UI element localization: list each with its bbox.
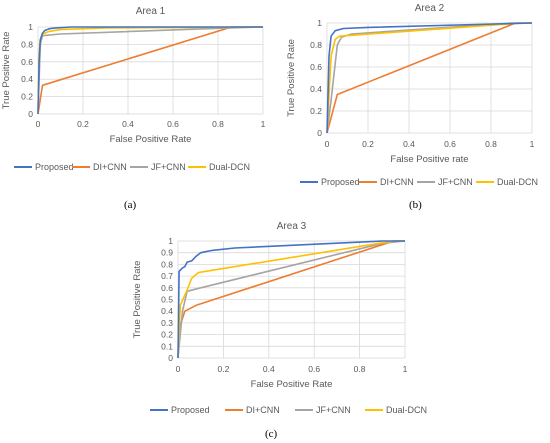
legend-label: Proposed <box>321 177 360 187</box>
x-axis-label: False Positive Rate <box>251 379 333 390</box>
y-tick-label: 0 <box>168 353 173 363</box>
x-tick-label: 0.8 <box>354 364 366 374</box>
legend-label: Proposed <box>171 405 210 415</box>
y-tick-label: 0.8 <box>310 40 322 50</box>
legend-label: Proposed <box>35 162 74 172</box>
legend-item: Dual-DCN <box>476 177 538 187</box>
series-line-proposed <box>177 240 405 359</box>
legend-label: JF+CNN <box>316 405 351 415</box>
chart-area-1: Area 1 0 0.2 0.4 0.6 0.8 1 0 0.2 0.4 0.6 0.8 1 False … <box>1 6 266 172</box>
legend-label: JF+CNN <box>438 177 473 187</box>
x-tick-label: 0.6 <box>444 139 456 149</box>
y-tick-label: 0.6 <box>161 283 173 293</box>
chart-area-3: Area 300.10.20.30.40.50.60.70.80.910 0.2 0… <box>132 221 427 415</box>
legend-label: Dual-DCN <box>497 177 538 187</box>
legend-item: JF+CNN <box>417 177 473 187</box>
x-tick-label: 0.6 <box>167 119 179 129</box>
legend-label: JF+CNN <box>151 162 186 172</box>
legend-item: DI+CNN <box>72 162 127 172</box>
chart-title: Area 1 <box>136 6 166 17</box>
y-axis-label: True Positive Rate <box>1 32 12 110</box>
y-axis-label: True Positive Rate <box>286 39 297 117</box>
x-axis-label: False Positive rate <box>390 154 468 165</box>
series-line-dual-dcn <box>177 240 405 359</box>
legend-label: Dual-DCN <box>209 162 250 172</box>
y-tick-label: 0.3 <box>161 318 173 328</box>
legend-item: JF+CNN <box>130 162 186 172</box>
series-line-jf-cnn <box>37 26 264 115</box>
y-tick-label: 0.4 <box>161 306 173 316</box>
y-tick-label: 0.7 <box>161 271 173 281</box>
legend-item: DI+CNN <box>359 177 414 187</box>
x-tick-label: 0.8 <box>212 119 224 129</box>
x-tick-label: 0.8 <box>485 139 497 149</box>
y-tick-label: 0.1 <box>161 341 173 351</box>
y-tick-label: 0.4 <box>310 84 322 94</box>
x-tick-label: 0.4 <box>263 364 275 374</box>
y-tick-label: 0.2 <box>161 330 173 340</box>
x-tick-label: 1 <box>403 364 408 374</box>
caption-c: (c) <box>265 428 278 440</box>
legend-item: JF+CNN <box>295 405 351 415</box>
x-tick-label: 1 <box>530 139 535 149</box>
series-line-dual-dcn <box>326 22 532 134</box>
x-tick-label: 0.4 <box>122 119 134 129</box>
legend-item: Proposed <box>150 405 210 415</box>
y-tick-label: 0.6 <box>21 57 33 67</box>
legend-label: Dual-DCN <box>386 405 427 415</box>
y-tick-label: 1 <box>168 236 173 246</box>
legend-item: Proposed <box>300 177 360 187</box>
y-tick-label: 0.8 <box>161 259 173 269</box>
caption-a: (a) <box>124 199 137 211</box>
legend-item: Dual-DCN <box>188 162 250 172</box>
y-tick-label: 0.5 <box>161 295 173 305</box>
series-line-jf-cnn <box>326 22 532 134</box>
series-line-di-cnn <box>326 22 532 134</box>
y-tick-label: 0 <box>28 109 33 119</box>
x-tick-label: 0.4 <box>403 139 415 149</box>
legend-item: DI+CNN <box>225 405 280 415</box>
series-line-di-cnn <box>37 26 263 115</box>
x-axis-label: False Positive Rate <box>110 134 192 145</box>
legend-item: Proposed <box>14 162 74 172</box>
y-tick-label: 0.4 <box>21 74 33 84</box>
caption-b: (b) <box>409 199 422 211</box>
y-tick-label: 1 <box>28 22 33 32</box>
series-line-proposed <box>37 26 263 115</box>
x-tick-label: 1 <box>261 119 266 129</box>
legend-label: DI+CNN <box>93 162 127 172</box>
x-tick-label: 0.2 <box>77 119 89 129</box>
y-tick-label: 0.2 <box>310 106 322 116</box>
y-tick-label: 0.2 <box>21 92 33 102</box>
series-line-proposed <box>326 22 533 134</box>
y-tick-label: 0.9 <box>161 248 173 258</box>
x-tick-label: 0.2 <box>217 364 229 374</box>
y-tick-label: 1 <box>317 18 322 28</box>
x-tick-label: 0.2 <box>362 139 374 149</box>
series-line-dual-dcn <box>37 26 264 115</box>
y-tick-label: 0.6 <box>310 62 322 72</box>
legend-label: DI+CNN <box>246 405 280 415</box>
chart-area-2: Area 2 0 0.2 0.4 0.6 0.8 1 0 0.2 0.4 0.6 0.8 1 False … <box>286 3 538 187</box>
x-tick-label: 0 <box>176 364 181 374</box>
legend-label: DI+CNN <box>380 177 414 187</box>
legend-item: Dual-DCN <box>365 405 427 415</box>
y-tick-label: 0 <box>317 128 322 138</box>
chart-title: Area 2 <box>415 3 445 14</box>
y-axis-label: True Positive Rate <box>132 261 143 339</box>
y-tick-label: 0.8 <box>21 39 33 49</box>
chart-title: Area 3 <box>277 221 307 232</box>
x-tick-label: 0 <box>325 139 330 149</box>
x-tick-label: 0.6 <box>308 364 320 374</box>
x-tick-label: 0 <box>36 119 41 129</box>
